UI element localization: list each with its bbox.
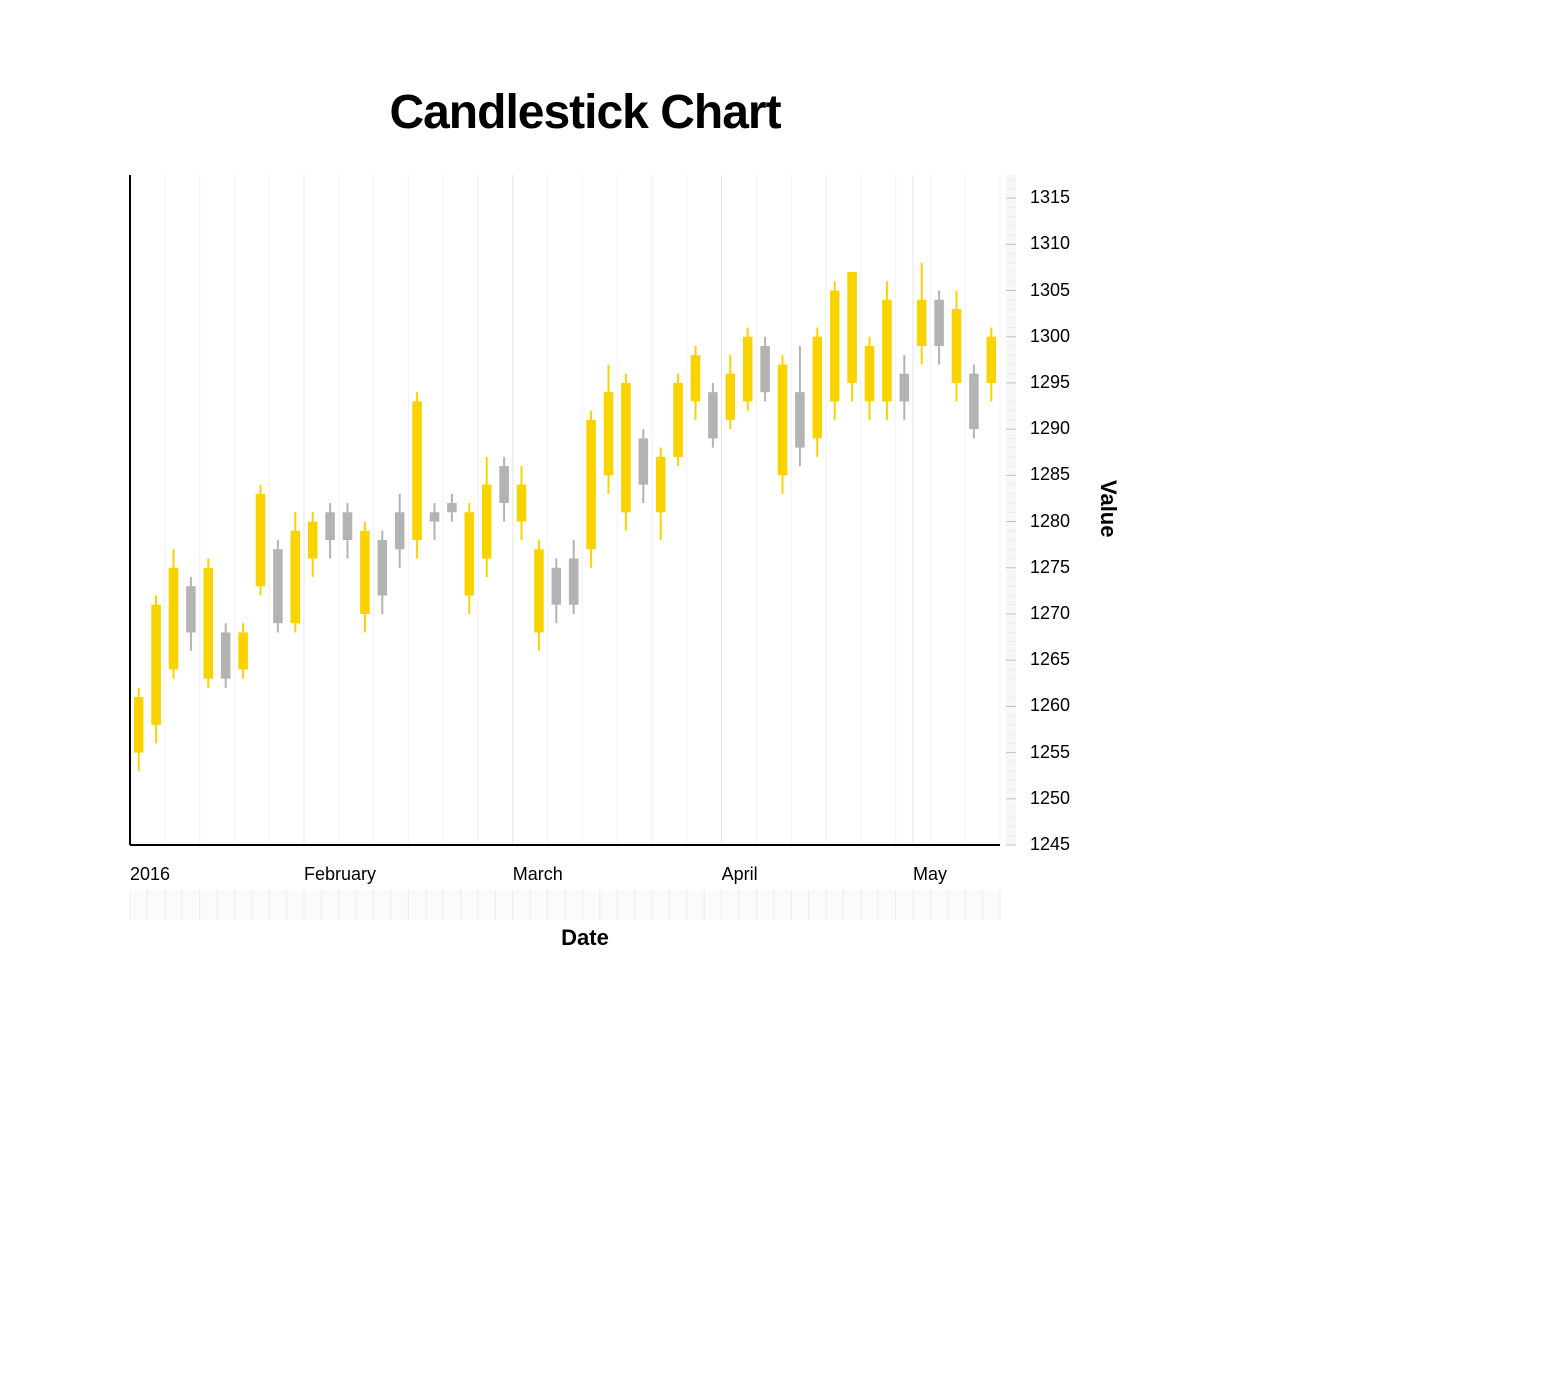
y-tick-label: 1265	[1030, 649, 1070, 670]
page-root: Candlestick Chart Date Value 12451250125…	[0, 0, 1559, 1390]
x-tick-label: April	[722, 864, 758, 885]
x-tick-label: May	[913, 864, 947, 885]
x-tick-label: 2016	[130, 864, 170, 885]
y-tick-label: 1270	[1030, 603, 1070, 624]
y-tick-label: 1260	[1030, 695, 1070, 716]
y-tick-label: 1275	[1030, 557, 1070, 578]
y-tick-label: 1255	[1030, 742, 1070, 763]
y-tick-label: 1305	[1030, 280, 1070, 301]
y-tick-label: 1295	[1030, 372, 1070, 393]
x-tick-label: March	[513, 864, 563, 885]
y-tick-label: 1285	[1030, 464, 1070, 485]
y-tick-label: 1300	[1030, 326, 1070, 347]
y-tick-label: 1245	[1030, 834, 1070, 855]
y-tick-label: 1290	[1030, 418, 1070, 439]
y-axis-label: Value	[1095, 480, 1121, 537]
y-tick-label: 1280	[1030, 511, 1070, 532]
x-tick-label: February	[304, 864, 376, 885]
y-tick-label: 1310	[1030, 233, 1070, 254]
chart-svg	[0, 0, 1170, 1060]
y-tick-label: 1315	[1030, 187, 1070, 208]
candlestick-chart	[0, 0, 1170, 1060]
x-axis-label: Date	[0, 925, 1170, 951]
y-tick-label: 1250	[1030, 788, 1070, 809]
